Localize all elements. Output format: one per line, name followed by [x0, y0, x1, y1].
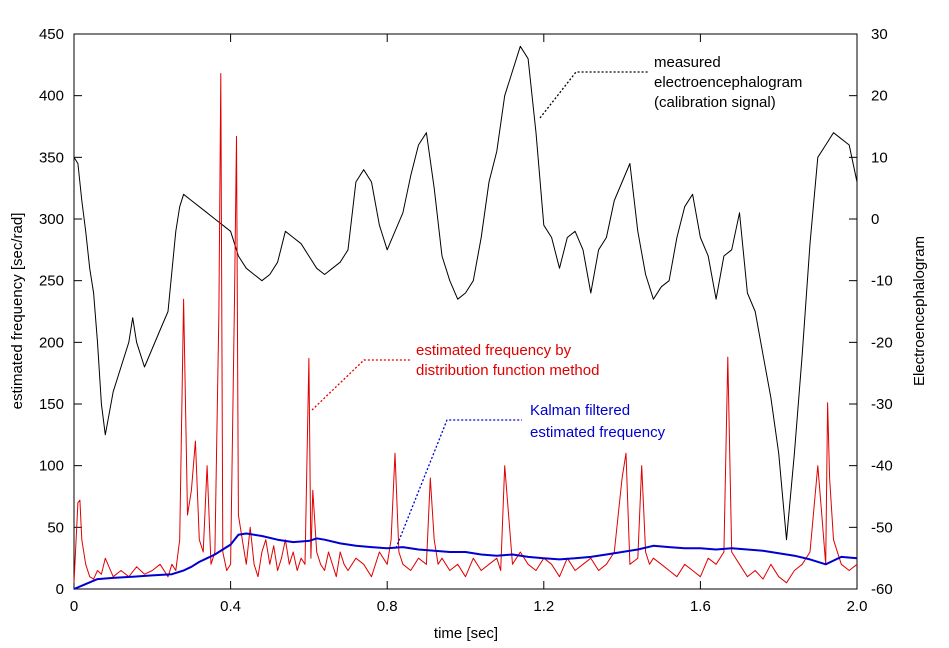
x-tick-label: 0.4: [220, 598, 241, 615]
y-tick-label: 300: [39, 211, 64, 228]
distribution-estimate-series-line: [73, 73, 858, 584]
y-tick-label: 50: [47, 519, 64, 536]
y-tick-label: 400: [39, 88, 64, 105]
annotation-eeg-line-2: electroencephalogram: [654, 74, 802, 91]
annotation-kalman-line-2: estimated frequency: [530, 424, 666, 441]
x-axis-title: time [sec]: [434, 625, 498, 642]
y-tick-label: 200: [39, 334, 64, 351]
y2-tick-label: 10: [871, 149, 888, 166]
annotation-eeg: measured electroencephalogram (calibrati…: [654, 54, 802, 111]
series-layer: [73, 45, 858, 590]
eeg-annotation-leader: [539, 71, 648, 119]
y-tick-label: 250: [39, 273, 64, 290]
y-tick-label: 450: [39, 26, 64, 43]
x-tick-label: 0: [70, 598, 78, 615]
y-tick-label: 0: [56, 581, 64, 598]
y2-tick-label: -30: [871, 396, 893, 413]
y2-tick-label: 20: [871, 88, 888, 105]
y2-tick-label: -50: [871, 519, 893, 536]
plot-frame: [73, 33, 858, 590]
eeg-series-line: [73, 45, 858, 541]
x-tick-label: 1.2: [533, 598, 554, 615]
y2-tick-label: -60: [871, 581, 893, 598]
kalman-series-line: [73, 532, 858, 590]
y2-tick-label: 0: [871, 211, 879, 228]
annotation-eeg-line-3: (calibration signal): [654, 94, 776, 111]
y2-tick-label: -10: [871, 273, 893, 290]
annotation-distribution-line-2: distribution function method: [416, 362, 599, 379]
annotation-kalman: Kalman filtered estimated frequency: [530, 402, 666, 441]
y-tick-label: 150: [39, 396, 64, 413]
y-tick-label: 350: [39, 149, 64, 166]
annotation-distribution-line-1: estimated frequency by: [416, 342, 572, 359]
y2-tick-label: -20: [871, 334, 893, 351]
x-tick-label: 1.6: [690, 598, 711, 615]
x-tick-label: 0.8: [377, 598, 398, 615]
kalman-annotation-leader: [395, 419, 522, 549]
y-tick-label: 100: [39, 458, 64, 475]
x-tick-label: 2.0: [847, 598, 868, 615]
distribution-annotation-leader: [311, 359, 410, 411]
y2-axis-title: Electroencephalogram: [911, 236, 928, 386]
axis-ticks: 0 0.4 0.8 1.2 1.6 2.0050100150200250300350400…: [39, 26, 893, 615]
annotation-leaders: [311, 71, 648, 549]
annotation-kalman-line-1: Kalman filtered: [530, 402, 630, 419]
y2-tick-label: 30: [871, 26, 888, 43]
y2-tick-label: -40: [871, 458, 893, 475]
y-axis-title: estimated frequency [sec/rad]: [9, 213, 26, 410]
annotation-eeg-line-1: measured: [654, 54, 721, 71]
annotation-distribution: estimated frequency by distribution func…: [416, 342, 599, 379]
